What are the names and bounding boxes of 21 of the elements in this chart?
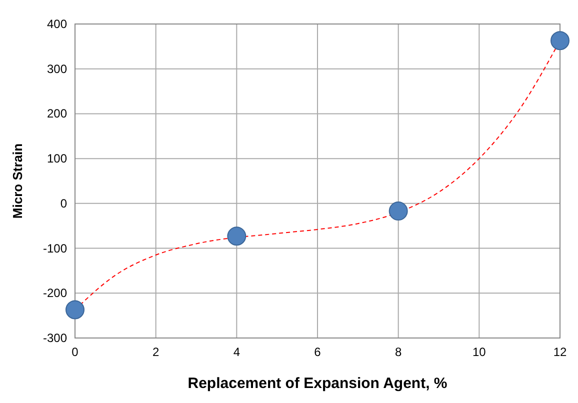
x-tick-label: 12	[553, 345, 567, 359]
y-tick-label: -200	[42, 286, 68, 300]
x-tick-label: 6	[314, 345, 322, 359]
y-tick-label: 300	[46, 62, 68, 76]
point	[388, 202, 408, 221]
y-tick-label: -300	[42, 331, 68, 345]
point	[227, 226, 246, 246]
x-tick-label: 10	[472, 345, 486, 359]
point	[550, 31, 570, 50]
y-tick-label: 0	[60, 196, 68, 210]
x-tick-label: 0	[72, 345, 79, 359]
y-axis-title: Micro Strain	[10, 143, 25, 219]
x-tick-label: 4	[233, 345, 240, 359]
y-tick-label: -100	[42, 241, 68, 256]
x-tick-label: 2	[152, 345, 160, 359]
y-tick-label: 400	[46, 17, 68, 31]
point	[66, 300, 84, 320]
x-tick-label: 8	[394, 345, 402, 359]
x-axis-title: Replacement of Expansion Agent, %	[188, 375, 448, 392]
y-tick-label: 200	[46, 106, 68, 121]
y-tick-label: 100	[46, 152, 68, 166]
